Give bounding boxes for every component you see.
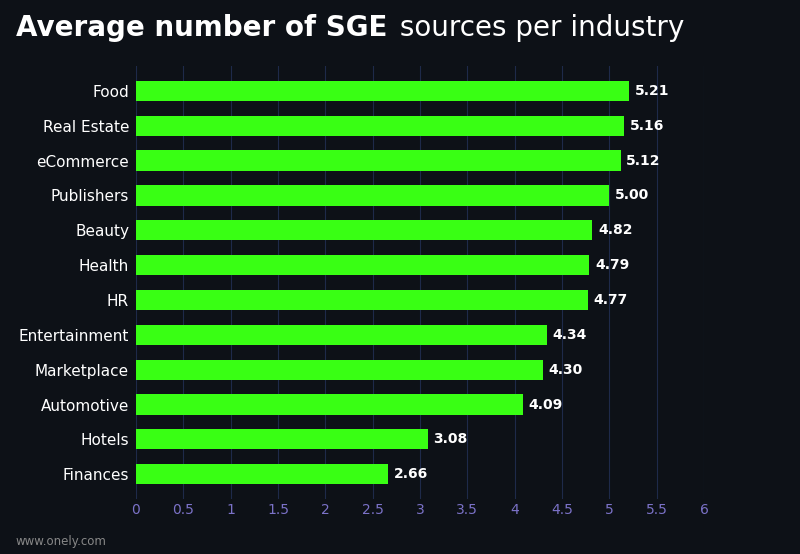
Text: 4.30: 4.30 bbox=[549, 363, 583, 377]
Text: 4.82: 4.82 bbox=[598, 223, 633, 237]
Text: 3.08: 3.08 bbox=[434, 432, 467, 447]
Text: sources per industry: sources per industry bbox=[391, 13, 685, 42]
Text: 4.79: 4.79 bbox=[595, 258, 630, 272]
Bar bbox=[136, 116, 625, 136]
Text: 4.77: 4.77 bbox=[594, 293, 627, 307]
Bar bbox=[136, 220, 592, 240]
Bar bbox=[136, 360, 543, 380]
Text: 5.16: 5.16 bbox=[630, 119, 665, 133]
Bar bbox=[136, 394, 523, 414]
Text: 4.34: 4.34 bbox=[553, 328, 587, 342]
Text: 5.00: 5.00 bbox=[615, 188, 650, 202]
Bar bbox=[136, 464, 388, 484]
Text: 5.12: 5.12 bbox=[626, 153, 661, 167]
Bar bbox=[136, 429, 427, 449]
Bar bbox=[136, 186, 610, 206]
Bar bbox=[136, 151, 621, 171]
Bar bbox=[136, 81, 630, 101]
Text: www.onely.com: www.onely.com bbox=[16, 536, 107, 548]
Bar bbox=[136, 290, 587, 310]
Text: 2.66: 2.66 bbox=[394, 467, 428, 481]
Text: 5.21: 5.21 bbox=[635, 84, 670, 98]
Text: 4.09: 4.09 bbox=[529, 398, 563, 412]
Bar bbox=[136, 255, 590, 275]
Text: Average number of SGE: Average number of SGE bbox=[16, 13, 387, 42]
Bar bbox=[136, 325, 547, 345]
